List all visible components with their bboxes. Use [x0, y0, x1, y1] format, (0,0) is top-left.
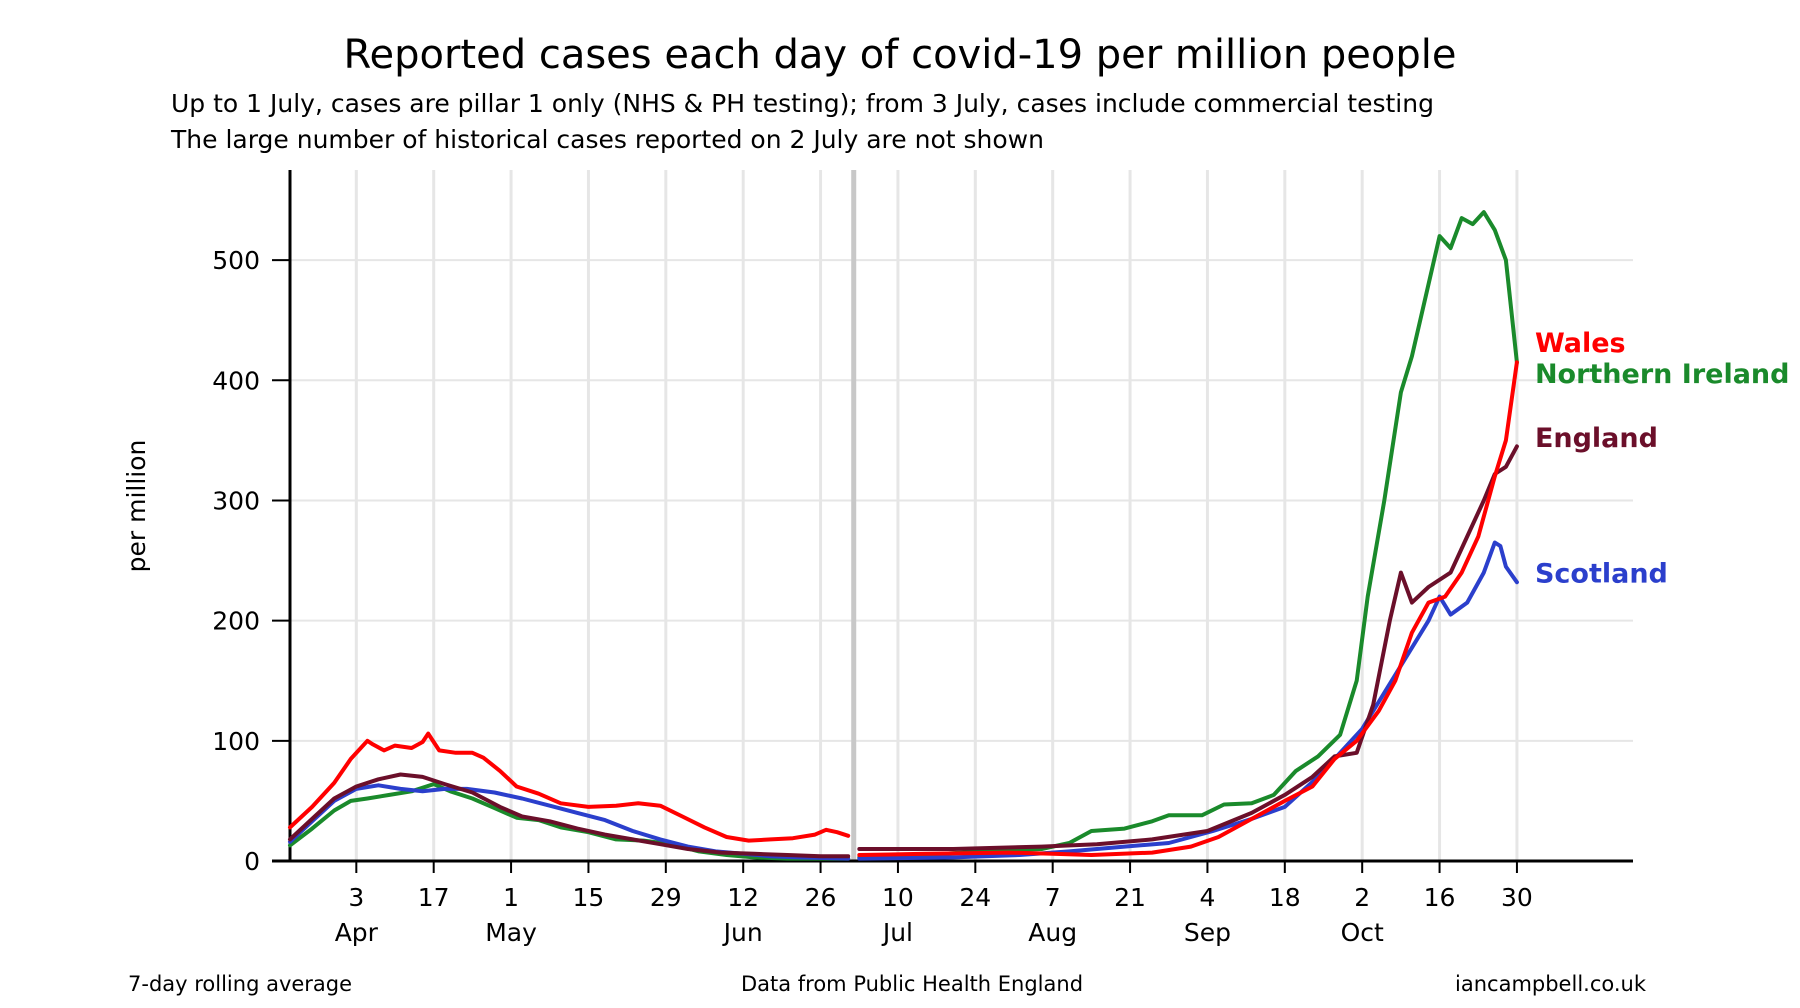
chart-subtitle-line-1: Up to 1 July, cases are pillar 1 only (N…: [171, 89, 1434, 118]
x-tick-day-label: 10: [882, 883, 914, 912]
x-tick-day-label: 4: [1199, 883, 1215, 912]
x-tick-month-label: Aug: [1028, 918, 1077, 947]
series-label-northern-ireland: Northern Ireland: [1535, 359, 1790, 390]
y-tick-label: 100: [212, 727, 260, 756]
series-label-wales: Wales: [1535, 328, 1626, 359]
x-tick-day-label: 3: [348, 883, 364, 912]
x-tick-month-label: Apr: [335, 918, 379, 947]
x-tick-month-label: Jul: [881, 918, 913, 947]
x-tick-day-label: 16: [1424, 883, 1456, 912]
series-label-england: England: [1535, 423, 1658, 454]
x-tick-month-label: May: [485, 918, 537, 947]
series-lines: [288, 210, 1519, 861]
x-tick-day-label: 29: [650, 883, 682, 912]
x-tick-month-label: Sep: [1184, 918, 1231, 947]
y-axis-label: per million: [122, 440, 151, 573]
footer-center: Data from Public Health England: [741, 972, 1083, 996]
x-tick-day-label: 15: [573, 883, 605, 912]
series-line-england: [288, 772, 851, 859]
series-line-scotland: [857, 540, 1519, 861]
y-tick-label: 400: [212, 366, 260, 395]
x-tick-day-label: 2: [1354, 883, 1370, 912]
x-tick-month-label: Oct: [1341, 918, 1384, 947]
y-tick-label: 300: [212, 486, 260, 515]
x-tick-day-label: 24: [959, 883, 991, 912]
y-tick-label: 0: [244, 847, 260, 876]
series-line-northern-ireland: [857, 210, 1519, 860]
x-tick-day-label: 30: [1501, 883, 1533, 912]
footer-left: 7-day rolling average: [128, 972, 352, 996]
x-tick-day-label: 21: [1114, 883, 1146, 912]
chart-title: Reported cases each day of covid-19 per …: [344, 32, 1457, 78]
x-tick-month-label: Jun: [722, 918, 763, 947]
x-tick-day-label: 12: [727, 883, 759, 912]
series-line-northern-ireland: [288, 782, 851, 861]
series-label-scotland: Scotland: [1535, 559, 1668, 590]
x-tick-day-label: 7: [1045, 883, 1061, 912]
chart-subtitle-line-2: The large number of historical cases rep…: [170, 125, 1044, 154]
x-tick-day-label: 17: [418, 883, 450, 912]
axes: 0 100 200 300 400 500 3 Apr 17 1 May 15 29 12 Jun 26 10 J…: [212, 170, 1633, 947]
series-line-wales: [288, 731, 851, 843]
x-tick-day-label: 18: [1269, 883, 1301, 912]
y-tick-label: 200: [212, 607, 260, 636]
x-tick-day-label: 1: [503, 883, 519, 912]
gridlines: [290, 170, 1633, 861]
footer-right: iancampbell.co.uk: [1455, 972, 1647, 996]
series-line-england: [857, 444, 1519, 851]
series-line-wales: [857, 360, 1519, 857]
x-tick-day-label: 26: [805, 883, 837, 912]
y-tick-label: 500: [212, 246, 260, 275]
